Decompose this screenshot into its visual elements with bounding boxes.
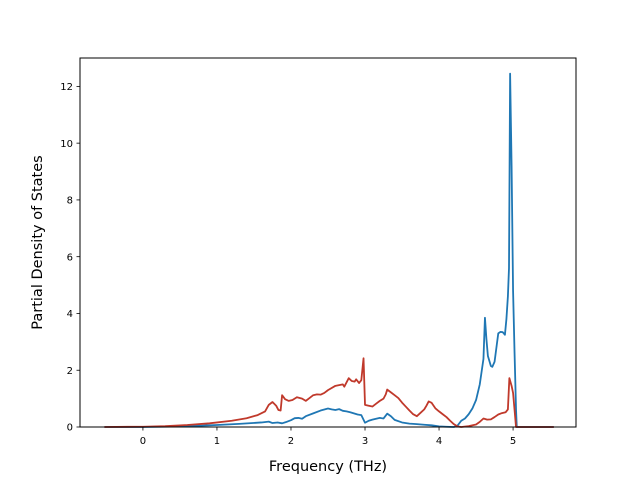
y-tick-label: 6	[67, 252, 73, 263]
plot-frame	[79, 57, 577, 428]
y-tick-label: 0	[67, 423, 73, 434]
y-axis-label: Partial Density of States	[30, 155, 46, 329]
x-axis-label: Frequency (THz)	[269, 459, 387, 475]
x-tick-label: 1	[214, 436, 220, 447]
y-tick-label: 12	[60, 82, 73, 93]
y-axis-ticks: 0 2 4 6 8 10 12	[60, 82, 80, 434]
x-tick-label: 2	[288, 436, 294, 447]
x-axis-ticks: 0 1 2 3 4 5	[140, 427, 516, 447]
series-line-1	[104, 72, 554, 428]
x-tick-label: 4	[436, 436, 442, 447]
y-tick-label: 2	[67, 366, 73, 377]
series-line-2	[104, 357, 554, 428]
series-layer	[104, 72, 554, 428]
y-tick-label: 8	[67, 196, 73, 207]
y-tick-label: 4	[67, 309, 73, 320]
x-tick-label: 0	[140, 436, 146, 447]
x-tick-label: 5	[510, 436, 516, 447]
x-tick-label: 3	[362, 436, 368, 447]
y-tick-label: 10	[60, 139, 73, 150]
